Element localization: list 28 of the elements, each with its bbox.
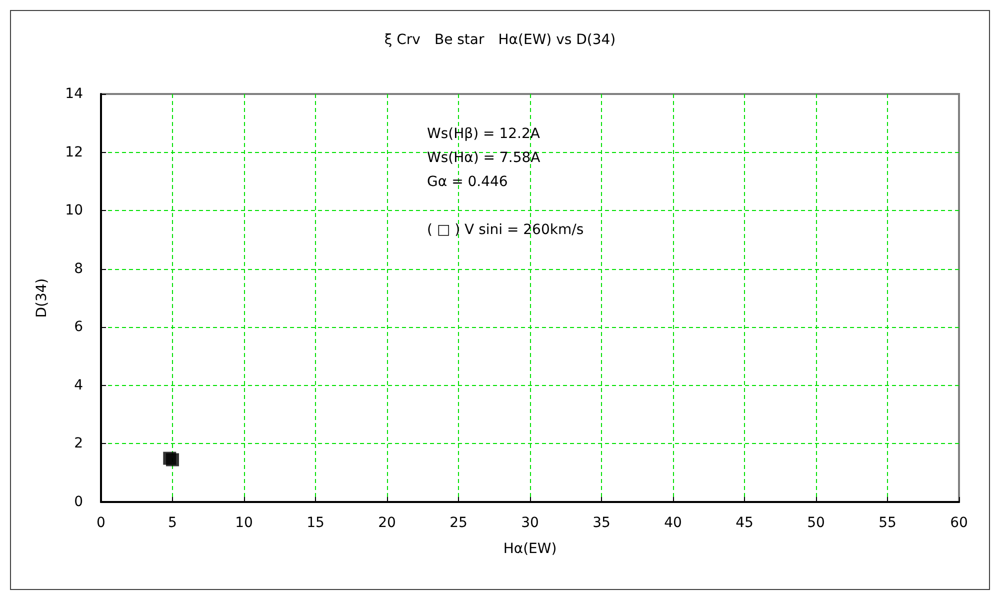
x-tick-label: 40 (664, 515, 682, 531)
y-tick-label: 8 (74, 260, 83, 277)
x-tick-label: 55 (878, 515, 896, 531)
x-tick-label: 35 (592, 515, 610, 531)
x-axis-title: Hα(EW) (503, 541, 557, 557)
y-tick-label: 14 (65, 86, 84, 102)
x-tick-label: 50 (807, 515, 825, 531)
x-tick-label: 30 (521, 515, 539, 531)
y-tick-label: 12 (65, 144, 83, 160)
x-tick-label: 60 (950, 515, 968, 531)
x-tick-label: 10 (235, 515, 253, 531)
annotation: Ws(Hα) = 7.58A (427, 150, 541, 166)
annotation: Ws(Hβ) = 12.2A (427, 126, 540, 142)
y-tick-label: 2 (74, 436, 83, 452)
x-tick-label: 0 (96, 515, 106, 531)
y-tick-label: 4 (74, 377, 84, 394)
y-tick-label: 0 (74, 494, 83, 510)
y-tick-label: 6 (74, 319, 84, 336)
annotation: ( □ ) V sini = 260km/s (427, 222, 584, 238)
x-tick-label: 5 (168, 515, 177, 531)
x-tick-label: 15 (306, 515, 324, 531)
chart-title: ξ Crv Be star Hα(EW) vs D(34) (384, 32, 616, 48)
x-tick-label: 45 (736, 515, 754, 531)
y-axis-title: D(34) (34, 278, 50, 318)
x-tick-label: 25 (450, 515, 468, 531)
annotation: Gα = 0.446 (427, 174, 508, 190)
y-tick-label: 10 (65, 202, 83, 219)
x-tick-label: 20 (378, 515, 396, 531)
